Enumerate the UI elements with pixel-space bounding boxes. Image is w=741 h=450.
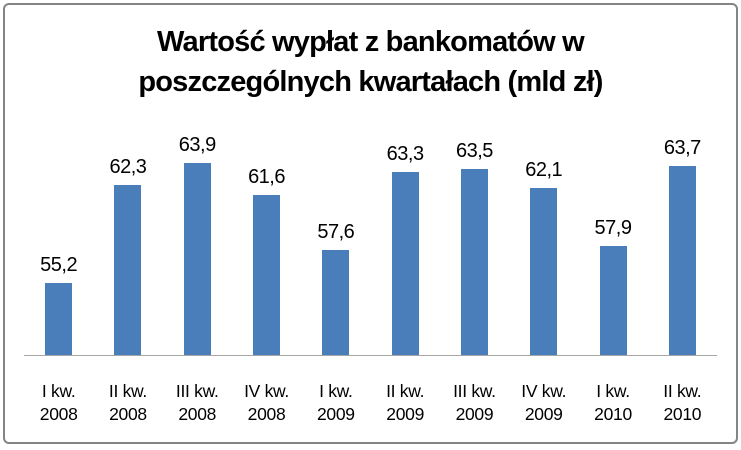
x-tick-year: 2009 (386, 403, 424, 424)
x-tick-year: 2008 (109, 403, 147, 424)
chart-title-line-1: Wartość wypłat z bankomatów w (157, 26, 585, 58)
bar-column: 55,2 (24, 254, 93, 355)
x-tick-label: I kw. 2009 (301, 380, 370, 426)
bar (599, 246, 627, 355)
x-tick-label: II kw. 2008 (93, 380, 162, 426)
bar-value-label: 62,3 (109, 156, 147, 179)
bar-column: 57,9 (578, 217, 647, 355)
bar-column: 62,3 (93, 156, 162, 355)
x-tick-year: 2008 (39, 403, 78, 424)
x-tick-label: I kw. 2008 (24, 380, 93, 426)
x-tick-quarter: III kw. (175, 381, 219, 401)
x-tick-year: 2010 (663, 403, 702, 424)
bar (253, 194, 281, 355)
bar-column: 63,3 (370, 142, 439, 355)
bar (460, 168, 488, 355)
bar (391, 171, 419, 355)
x-tick-quarter: I kw. (319, 381, 353, 401)
x-tick-quarter: IV kw. (521, 381, 567, 401)
bar-chart: 55,2 62,3 63,9 61,6 57,6 63,3 63,5 62,1 57,9 63,7… (24, 133, 717, 426)
x-tick-quarter: II kw. (108, 381, 147, 401)
x-tick-label: III kw. 2009 (440, 380, 509, 426)
bar-column: 61,6 (232, 166, 301, 355)
bar (183, 163, 211, 355)
x-tick-year: 2008 (247, 403, 286, 424)
bar-value-label: 55,2 (40, 254, 78, 277)
bar-value-label: 63,3 (386, 142, 424, 165)
bar-value-label: 57,6 (317, 221, 355, 244)
x-tick-label: II kw. 2009 (370, 380, 439, 426)
x-tick-year: 2009 (316, 403, 355, 424)
bar-column: 62,1 (509, 159, 578, 355)
x-tick-label: II kw. 2010 (648, 380, 717, 426)
bar-value-label: 62,1 (525, 159, 563, 181)
bar-value-label: 57,9 (594, 217, 632, 239)
x-tick-year: 2010 (594, 403, 632, 424)
chart-title-line-2: poszczególnych kwartałach (mld zł) (138, 66, 603, 99)
x-tick-quarter: IV kw. (244, 381, 289, 401)
chart-title: Wartość wypłat z bankomatów w poszczegól… (5, 22, 736, 102)
x-tick-quarter: I kw. (41, 381, 76, 401)
x-tick-quarter: III kw. (453, 381, 496, 401)
bar (114, 185, 142, 355)
x-tick-quarter: II kw. (386, 381, 425, 401)
bar-value-label: 63,5 (455, 139, 493, 162)
x-tick-year: 2009 (455, 403, 494, 424)
bar-value-label: 61,6 (248, 165, 285, 188)
plot-area: 55,2 62,3 63,9 61,6 57,6 63,3 63,5 62,1 57,9 63,7 (24, 133, 717, 356)
x-tick-label: I kw. 2010 (578, 380, 647, 426)
bar-column: 63,5 (440, 140, 509, 355)
bar (668, 165, 696, 355)
bar-value-label: 63,7 (663, 136, 701, 159)
bar-column: 63,9 (163, 134, 232, 355)
bar (45, 283, 73, 355)
bar (530, 188, 558, 355)
chart-frame: Wartość wypłat z bankomatów w poszczegól… (3, 3, 738, 444)
x-tick-quarter: II kw. (663, 381, 702, 401)
x-tick-quarter: I kw. (596, 381, 630, 401)
x-tick-label: III kw. 2008 (163, 380, 232, 426)
x-tick-year: 2008 (178, 403, 217, 424)
bar-column: 63,7 (648, 137, 717, 355)
bar-value-label: 63,9 (178, 134, 216, 157)
x-tick-label: IV kw. 2009 (509, 380, 578, 426)
x-tick-year: 2009 (524, 403, 563, 424)
x-tick-label: IV kw. 2008 (232, 380, 301, 426)
x-axis-tick-labels: I kw. 2008 II kw. 2008 III kw. 2008 IV kw. 2008… (24, 380, 717, 426)
bar-column: 57,6 (301, 221, 370, 355)
bar (322, 250, 350, 355)
